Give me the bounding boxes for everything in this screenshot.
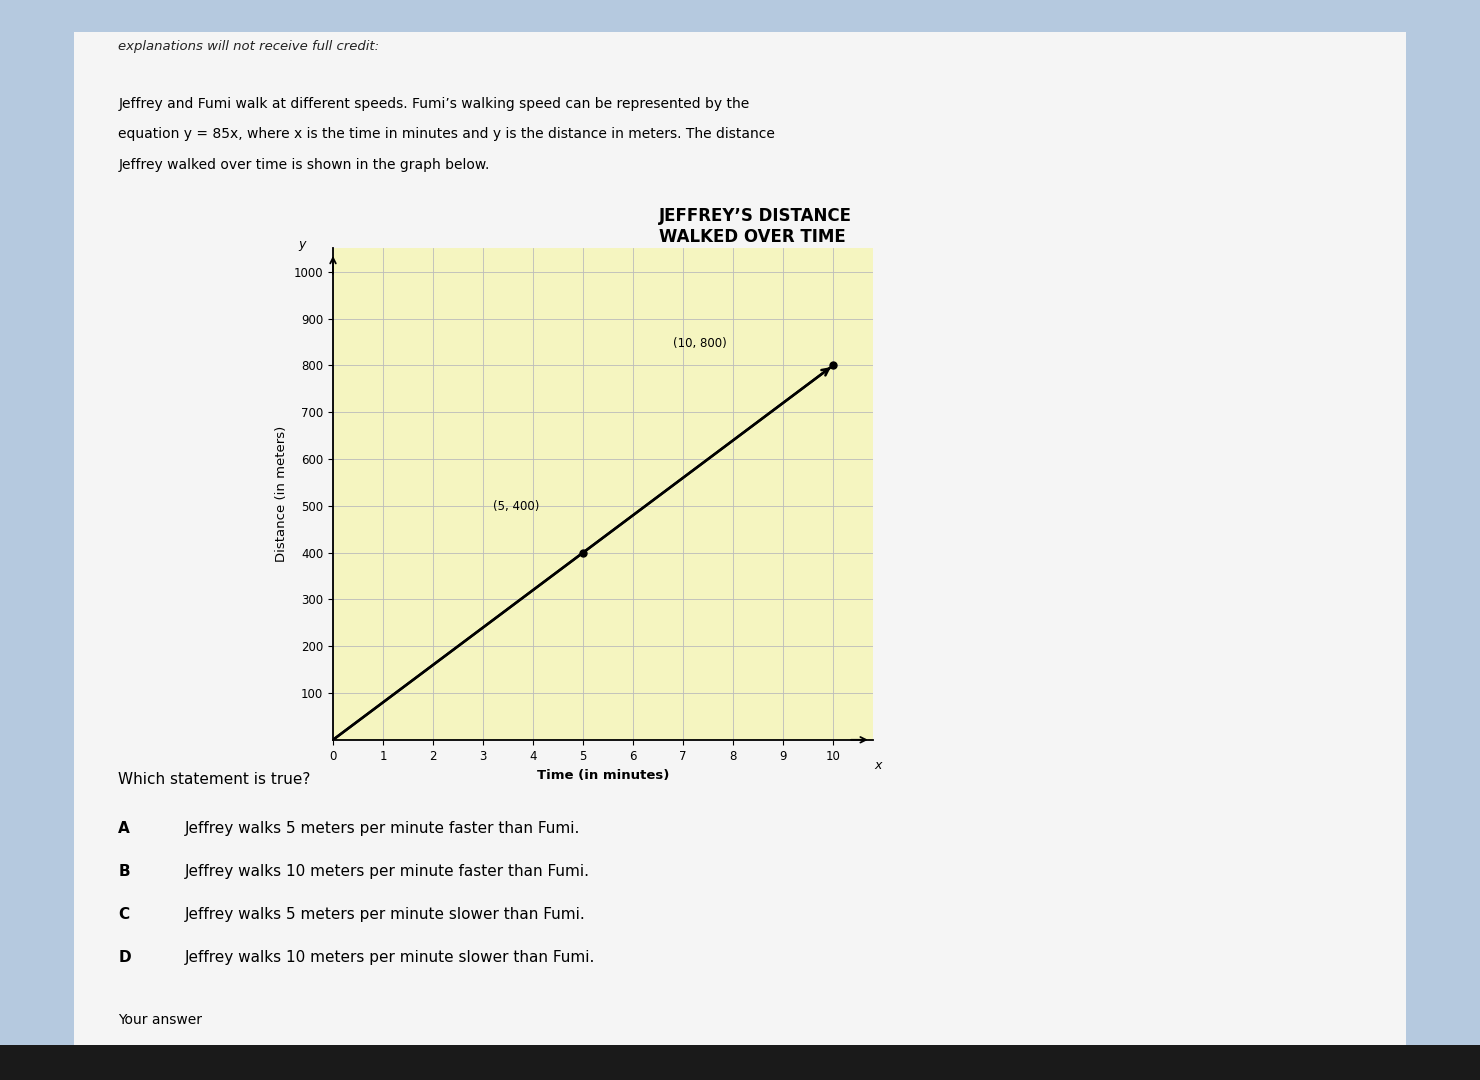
Text: (10, 800): (10, 800)	[673, 337, 727, 350]
Text: explanations will not receive full credit:: explanations will not receive full credi…	[118, 40, 379, 53]
Text: C: C	[118, 907, 130, 922]
X-axis label: Time (in minutes): Time (in minutes)	[537, 769, 669, 783]
Text: Your answer: Your answer	[118, 1013, 203, 1027]
Text: x: x	[875, 758, 882, 771]
Text: Jeffrey walks 10 meters per minute faster than Fumi.: Jeffrey walks 10 meters per minute faste…	[185, 864, 591, 879]
Y-axis label: Distance (in meters): Distance (in meters)	[275, 426, 289, 563]
Text: Jeffrey walks 10 meters per minute slower than Fumi.: Jeffrey walks 10 meters per minute slowe…	[185, 950, 595, 966]
Text: y: y	[297, 238, 305, 251]
Text: Which statement is true?: Which statement is true?	[118, 772, 311, 787]
Text: A: A	[118, 821, 130, 836]
Text: Jeffrey walks 5 meters per minute slower than Fumi.: Jeffrey walks 5 meters per minute slower…	[185, 907, 586, 922]
Text: Jeffrey walked over time is shown in the graph below.: Jeffrey walked over time is shown in the…	[118, 158, 490, 172]
Text: B: B	[118, 864, 130, 879]
Text: equation y = 85x, where x is the time in minutes and y is the distance in meters: equation y = 85x, where x is the time in…	[118, 127, 776, 141]
Text: Jeffrey and Fumi walk at different speeds. Fumi’s walking speed can be represent: Jeffrey and Fumi walk at different speed…	[118, 97, 750, 111]
Text: D: D	[118, 950, 132, 966]
Text: (5, 400): (5, 400)	[493, 500, 539, 513]
Text: Jeffrey walks 5 meters per minute faster than Fumi.: Jeffrey walks 5 meters per minute faster…	[185, 821, 580, 836]
Text: WALKED OVER TIME: WALKED OVER TIME	[659, 228, 845, 246]
Text: JEFFREY’S DISTANCE: JEFFREY’S DISTANCE	[659, 206, 851, 225]
